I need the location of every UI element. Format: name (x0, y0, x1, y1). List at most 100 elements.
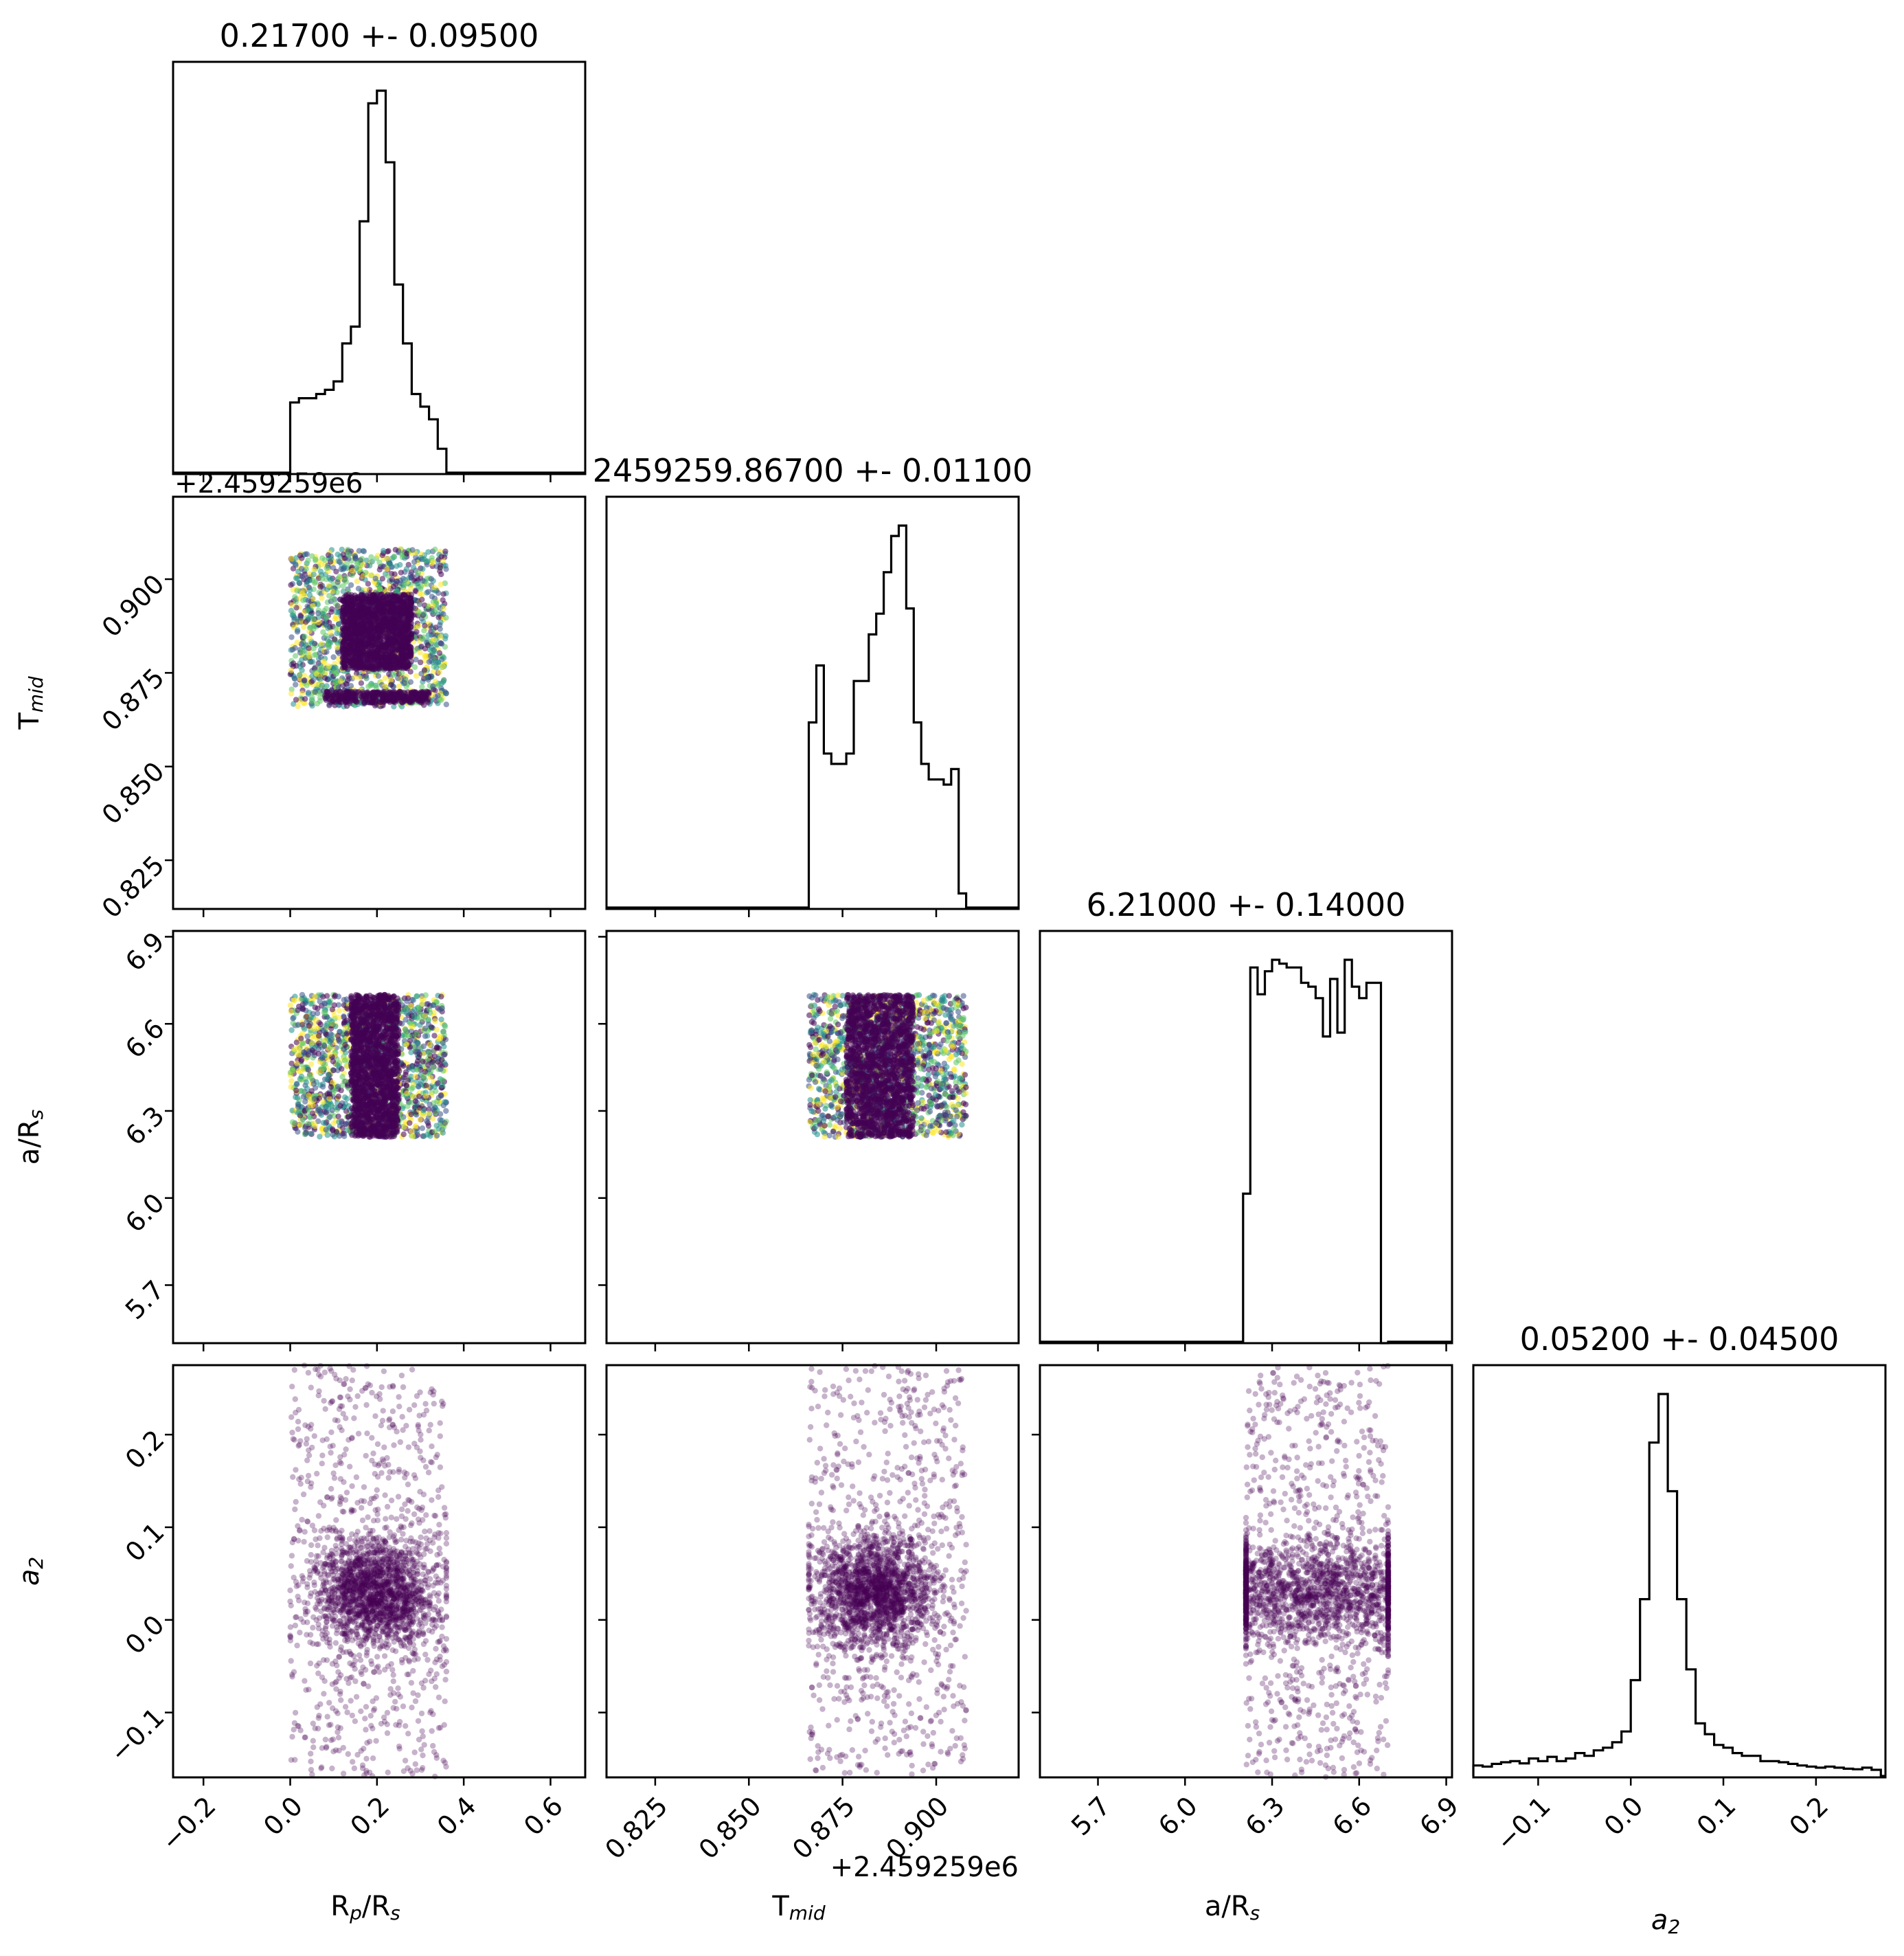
scatter-point (425, 549, 431, 554)
scatter-point (427, 659, 432, 664)
scatter-point (309, 695, 315, 700)
scatter-point (389, 576, 395, 582)
scatter-point (348, 582, 354, 587)
scatter-point (335, 1114, 341, 1119)
scatter-point (442, 1024, 448, 1029)
scatter-point (440, 1077, 445, 1083)
scatter-point (293, 562, 298, 567)
scatter-point (413, 673, 419, 679)
scatter-point (330, 596, 335, 601)
scatter-point (301, 1094, 306, 1099)
scatter-point (330, 1007, 335, 1012)
scatter-point (437, 650, 442, 655)
scatter-point (362, 693, 367, 699)
scatter-point (408, 572, 413, 577)
scatter-point (292, 676, 297, 682)
scatter-point (420, 566, 425, 572)
scatter-point (422, 1069, 428, 1075)
scatter-point (330, 1126, 335, 1132)
scatter-point (419, 1017, 424, 1022)
scatter-point (408, 649, 413, 654)
scatter-point (341, 1020, 347, 1025)
scatter-point (306, 1023, 312, 1028)
scatter-point (365, 622, 370, 627)
scatter-point (419, 636, 424, 641)
scatter-point (319, 595, 324, 600)
scatter-point (362, 604, 367, 609)
scatter-point (367, 563, 372, 568)
scatter-point (403, 654, 409, 660)
scatter-point (344, 607, 350, 613)
scatter-point (363, 587, 369, 592)
scatter-point (295, 1129, 300, 1134)
scatter-point (440, 1028, 446, 1034)
scatter-point (417, 1022, 422, 1028)
scatter-layer (287, 546, 1391, 1779)
scatter-point (399, 603, 405, 609)
scatter-point (427, 1042, 432, 1048)
scatter-point (341, 627, 347, 633)
scatter-point (409, 1064, 415, 1070)
scatter-point (337, 574, 342, 579)
scatter-point (398, 570, 404, 575)
scatter-point (362, 577, 367, 583)
scatter-point (379, 640, 385, 646)
scatter-point (409, 547, 415, 552)
scatter-point (420, 1125, 425, 1131)
scatter-point (349, 603, 354, 609)
scatter-point (367, 682, 373, 688)
scatter-point (336, 993, 341, 999)
scatter-point (288, 556, 294, 561)
scatter-point (339, 1121, 345, 1126)
scatter-point (431, 1033, 437, 1038)
scatter-point (412, 664, 418, 670)
scatter-point (425, 559, 431, 564)
scatter-point (318, 1022, 324, 1027)
scatter-point (368, 554, 374, 560)
scatter-point (343, 1108, 349, 1114)
scatter-point (399, 633, 405, 639)
scatter-point (333, 569, 339, 574)
scatter-point (327, 1051, 332, 1057)
scatter-point (363, 570, 368, 575)
scatter-point (297, 1123, 302, 1128)
scatter-point (397, 650, 403, 655)
scatter-point (335, 603, 340, 609)
scatter-point (431, 1106, 436, 1112)
scatter-point (403, 1069, 409, 1075)
scatter-point (308, 1031, 313, 1036)
scatter-point (340, 583, 345, 589)
scatter-point (310, 603, 315, 609)
scatter-point (332, 679, 338, 685)
scatter-point (400, 627, 406, 633)
scatter-point (361, 699, 367, 705)
scatter-point (310, 659, 315, 664)
scatter-point (335, 579, 341, 585)
scatter-point (339, 547, 345, 552)
scatter-point (365, 657, 370, 663)
scatter-point (389, 639, 394, 644)
scatter-point (295, 1095, 300, 1101)
scatter-point (443, 566, 449, 572)
scatter-point (294, 1060, 299, 1066)
scatter-point (326, 664, 332, 669)
scatter-point (428, 1075, 433, 1080)
scatter-point (433, 665, 439, 671)
scatter-point (309, 1076, 315, 1081)
scatter-point (307, 592, 313, 598)
scatter-point (352, 688, 358, 694)
scatter-point (415, 697, 420, 703)
scatter-point (374, 659, 379, 664)
scatter-point (288, 1009, 294, 1014)
scatter-point (426, 632, 431, 638)
scatter-point (420, 1108, 426, 1113)
scatter-point (348, 629, 354, 635)
scatter-point (308, 625, 313, 630)
scatter-point (439, 1057, 444, 1063)
scatter-point (404, 566, 409, 572)
scatter-point (402, 697, 407, 703)
scatter-point (330, 654, 336, 660)
scatter-point (305, 558, 310, 563)
scatter-point (328, 609, 334, 615)
scatter-point (293, 697, 299, 702)
